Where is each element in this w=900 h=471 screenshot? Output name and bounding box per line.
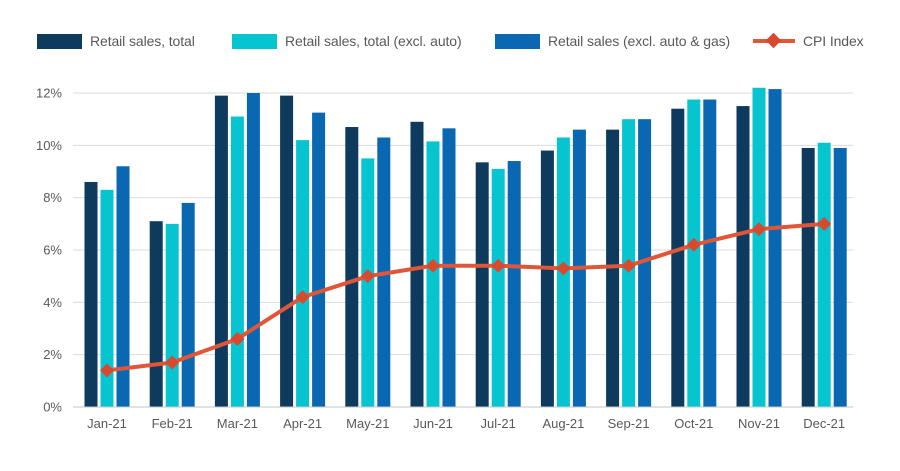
x-axis-label-Dec-21: Dec-21: [803, 416, 845, 431]
y-axis-tick-10pct: 10%: [36, 138, 62, 153]
bar-series2-Jul-21: [507, 161, 521, 407]
bar-series0-Jun-21: [410, 121, 424, 408]
bar-series0-Nov-21: [736, 106, 750, 407]
bar-series2-Apr-21: [312, 112, 326, 407]
bar-series0-Dec-21: [801, 147, 815, 407]
cpi-marker-Jun-21: [426, 258, 440, 273]
x-axis-label-Nov-21: Nov-21: [738, 416, 780, 431]
legend-label: Retail sales, total (excl. auto): [285, 33, 462, 49]
y-axis-tick-2pct: 2%: [43, 347, 62, 362]
bar-series1-Feb-21: [165, 223, 179, 407]
bar-series1-Apr-21: [296, 140, 310, 407]
x-axis-label-Apr-21: Apr-21: [283, 416, 322, 431]
legend-swatch-icon: [495, 33, 540, 49]
x-axis-label-Sep-21: Sep-21: [608, 416, 650, 431]
bar-series0-Jul-21: [475, 162, 489, 407]
bar-series1-Jan-21: [100, 189, 114, 407]
legend-swatch-icon: [232, 33, 277, 49]
cpi-marker-Apr-21: [295, 290, 310, 305]
cpi-marker-Jul-21: [491, 258, 506, 273]
y-axis-tick-6pct: 6%: [43, 243, 62, 258]
legend-item-0[interactable]: Retail sales, total: [37, 33, 195, 49]
y-axis-tick-4pct: 4%: [43, 295, 62, 310]
bar-series1-Jun-21: [426, 141, 440, 408]
legend-label: Retail sales, total: [90, 33, 195, 49]
bar-series0-Jan-21: [84, 181, 98, 407]
cpi-marker-Oct-21: [686, 237, 701, 252]
cpi-marker-Nov-21: [752, 222, 766, 237]
legend-swatch-icon: [37, 33, 82, 49]
bar-series0-Feb-21: [149, 221, 163, 407]
cpi-marker-Dec-21: [817, 216, 832, 231]
x-axis-label-May-21: May-21: [346, 416, 389, 431]
bar-series2-Jan-21: [116, 166, 130, 407]
bar-series2-Sep-21: [638, 119, 652, 408]
legend-item-3[interactable]: CPI Index: [753, 32, 864, 49]
chart-legend: Retail sales, total Retail sales, total (…: [0, 32, 900, 51]
y-axis-tick-8pct: 8%: [43, 190, 62, 205]
bar-series1-Nov-21: [752, 87, 766, 408]
bar-series0-Oct-21: [671, 108, 685, 407]
cpi-marker-Mar-21: [230, 331, 245, 346]
cpi-marker-Aug-21: [556, 261, 571, 276]
bar-series0-Aug-21: [540, 150, 554, 408]
bar-series0-Apr-21: [280, 95, 294, 407]
cpi-marker-May-21: [360, 269, 375, 284]
x-axis-label-Feb-21: Feb-21: [152, 416, 193, 431]
y-axis-tick-12pct: 12%: [36, 86, 62, 101]
bar-series0-Mar-21: [214, 95, 228, 407]
y-axis-tick-0pct: 0%: [43, 400, 62, 415]
x-axis-label-Jun-21: Jun-21: [413, 416, 453, 431]
legend-label: Retail sales (excl. auto & gas): [548, 33, 731, 49]
legend-label: CPI Index: [803, 33, 864, 49]
legend-item-1[interactable]: Retail sales, total (excl. auto): [232, 33, 462, 49]
bar-series1-Mar-21: [230, 116, 244, 408]
legend-item-2[interactable]: Retail sales (excl. auto & gas): [495, 33, 730, 49]
bar-series2-Nov-21: [768, 89, 782, 407]
cpi-line: [105, 221, 827, 373]
bar-series2-Oct-21: [703, 99, 717, 408]
x-axis-label-Aug-21: Aug-21: [542, 416, 584, 431]
bar-series2-Dec-21: [833, 147, 847, 407]
cpi-marker-Feb-21: [165, 355, 180, 370]
bar-series1-Oct-21: [687, 99, 701, 408]
bar-series2-Feb-21: [181, 202, 195, 407]
legend-line-diamond-icon: [753, 32, 795, 49]
bar-series1-Jul-21: [491, 168, 505, 407]
bar-series2-Mar-21: [246, 93, 260, 407]
cpi-marker-Jan-21: [100, 363, 114, 378]
x-axis-label-Jul-21: Jul-21: [480, 416, 515, 431]
bar-series1-Dec-21: [817, 142, 831, 407]
cpi-marker-Sep-21: [621, 258, 636, 273]
bar-series0-May-21: [345, 127, 359, 408]
x-axis-label-Jan-21: Jan-21: [87, 416, 127, 431]
x-axis-label-Oct-21: Oct-21: [674, 416, 713, 431]
x-axis-label-Mar-21: Mar-21: [217, 416, 258, 431]
